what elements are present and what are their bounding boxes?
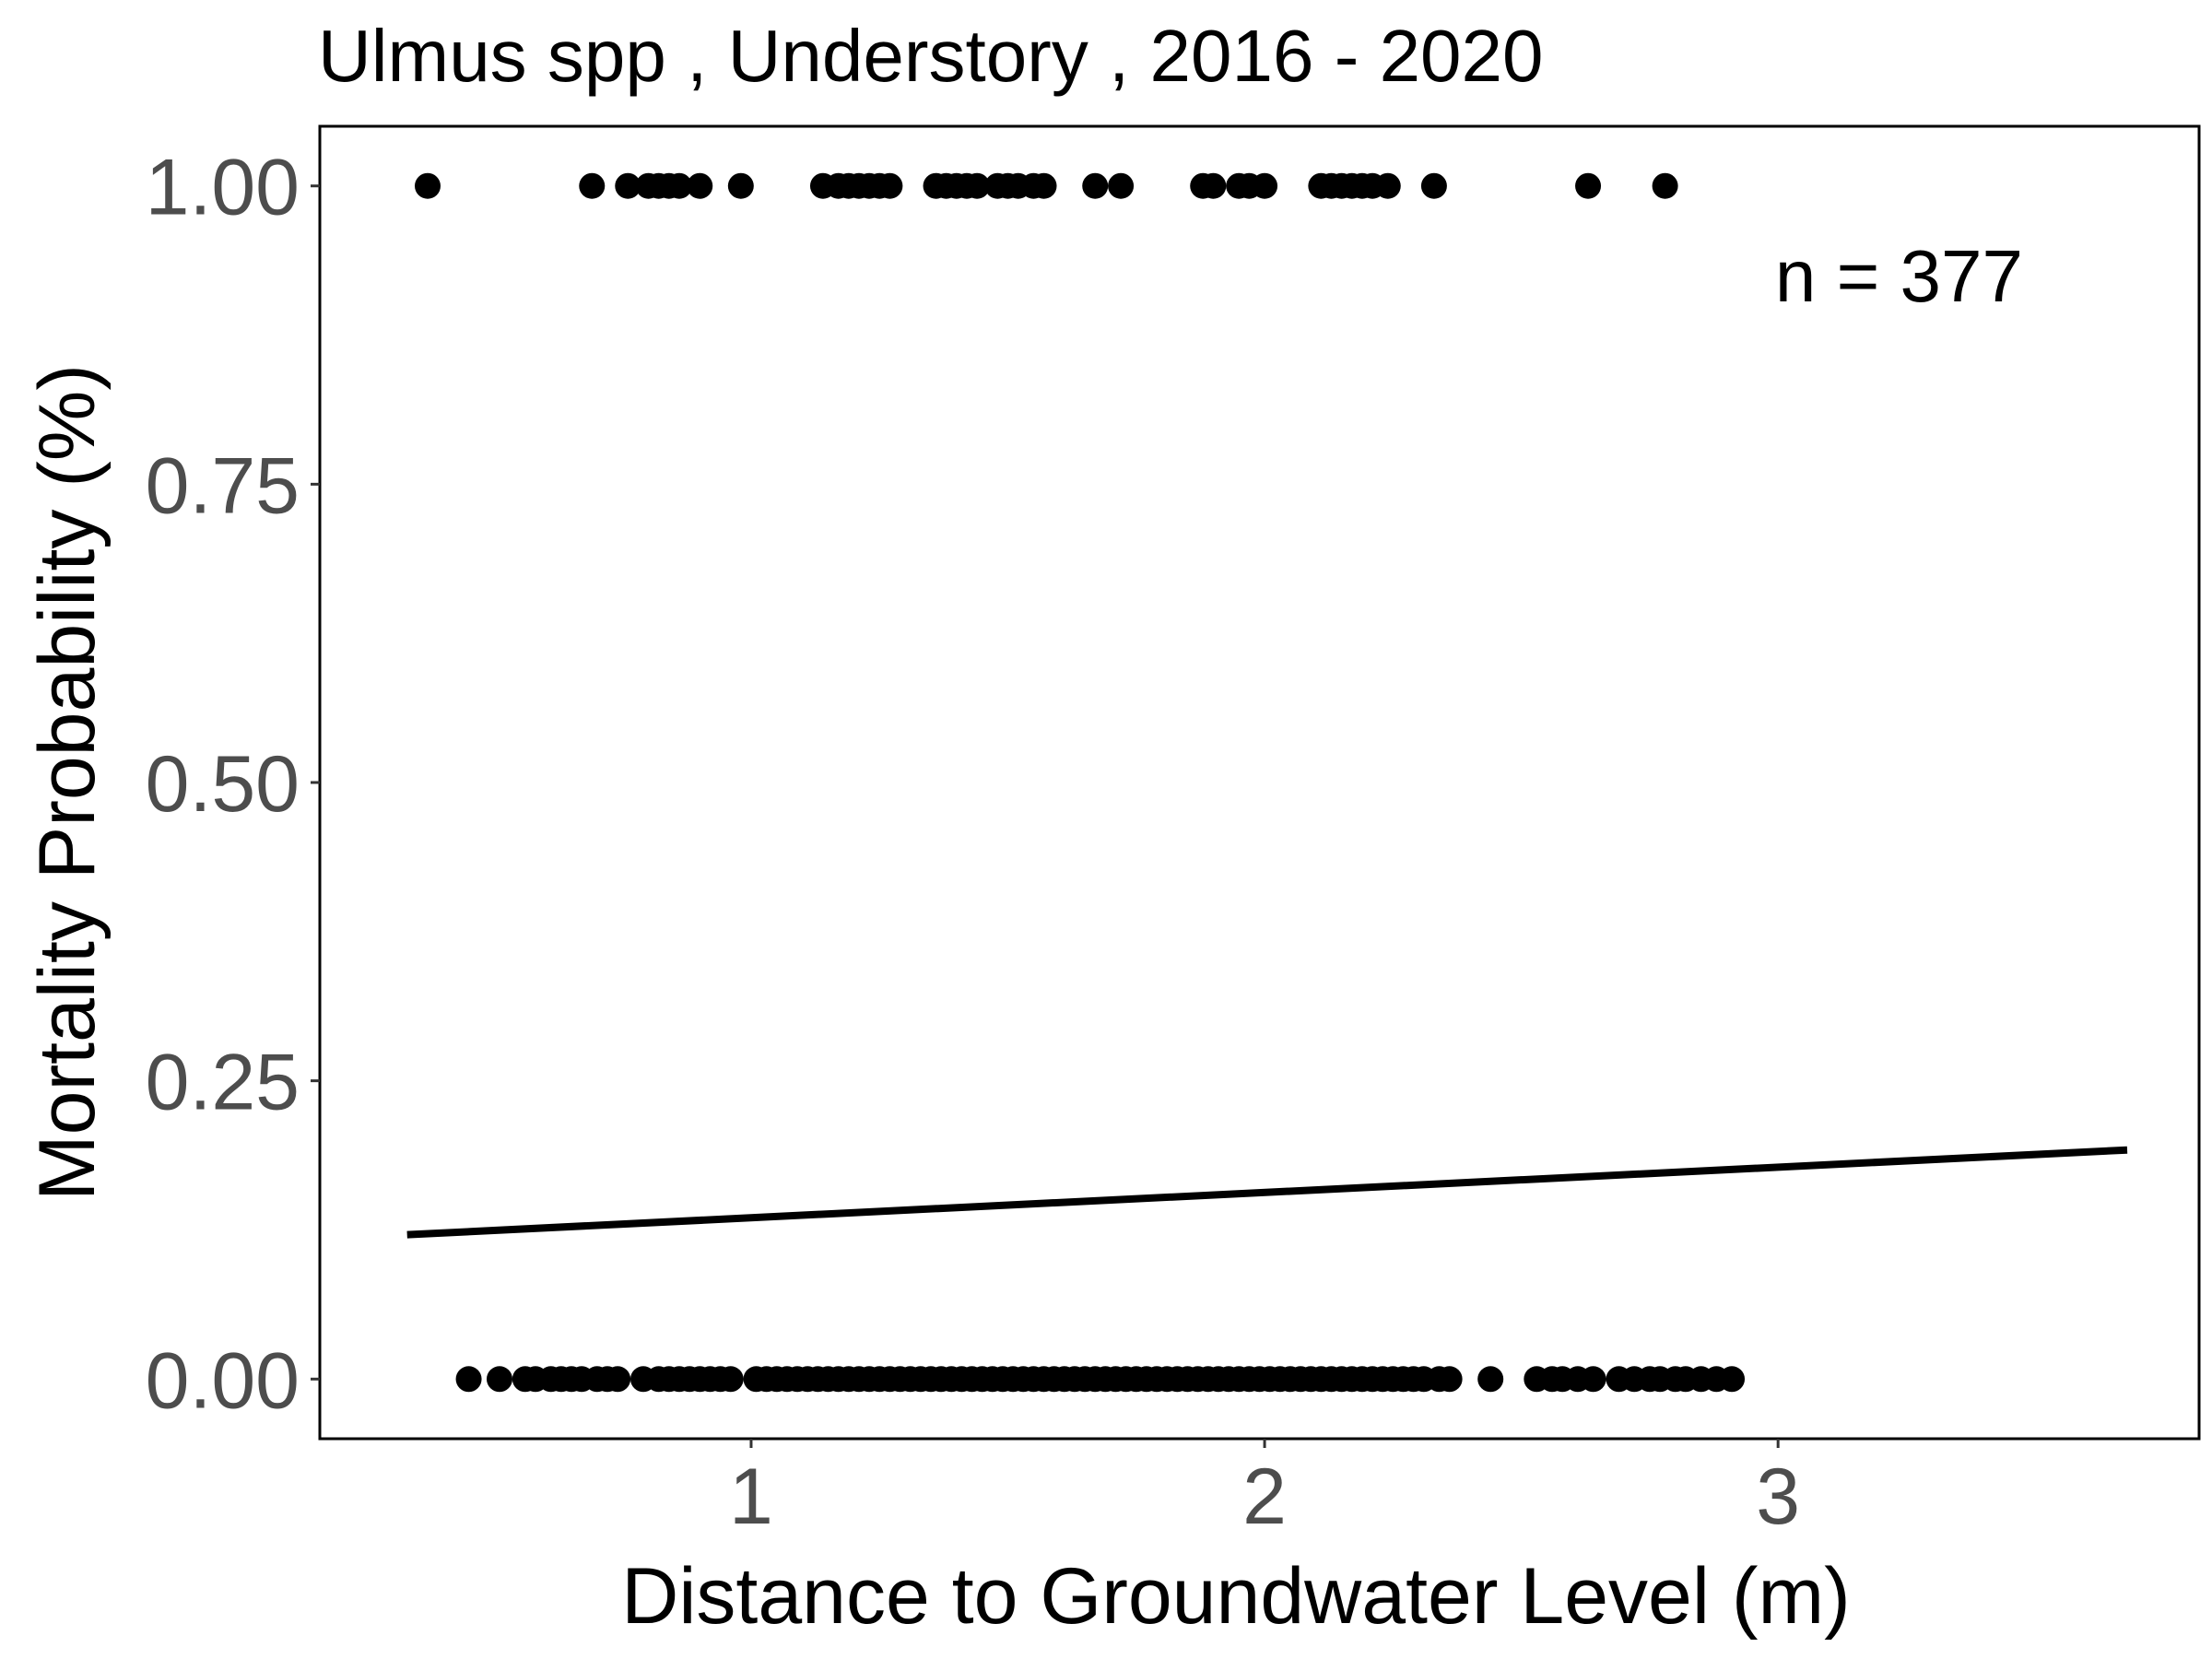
data-point xyxy=(1108,172,1135,199)
data-point xyxy=(717,1366,744,1393)
data-point xyxy=(1575,172,1602,199)
x-axis-title: Distance to Groundwater Level (m) xyxy=(621,1552,1851,1641)
y-axis-title: Mortality Probability (%) xyxy=(23,364,112,1201)
data-point xyxy=(1477,1366,1504,1393)
data-point xyxy=(1420,172,1447,199)
y-axis: 0.00 0.25 0.50 0.75 1.00 xyxy=(146,144,320,1425)
data-point xyxy=(414,172,441,199)
data-point xyxy=(687,172,713,199)
data-point xyxy=(1719,1366,1746,1393)
x-tick-label: 3 xyxy=(1756,1453,1800,1541)
plot-frame xyxy=(318,124,2201,1441)
data-point xyxy=(455,1366,482,1393)
chart-title: Ulmus spp , Understory , 2016 - 2020 xyxy=(318,15,1544,97)
data-point xyxy=(1252,172,1278,199)
fit-line-group xyxy=(406,1146,2128,1239)
y-tick-label: 0.00 xyxy=(146,1336,300,1425)
data-point xyxy=(964,172,991,199)
data-point xyxy=(1436,1366,1463,1393)
x-tick-label: 2 xyxy=(1242,1453,1287,1541)
fit-line xyxy=(406,1146,2128,1239)
data-point xyxy=(727,172,754,199)
y-tick-label: 0.25 xyxy=(146,1039,300,1127)
data-point xyxy=(615,172,641,199)
data-point xyxy=(605,1366,631,1393)
data-point xyxy=(1580,1366,1606,1393)
sample-size-annotation: n = 377 xyxy=(1775,235,2023,317)
y-tick-label: 0.75 xyxy=(146,441,300,530)
data-point xyxy=(1200,172,1227,199)
y-tick-label: 0.50 xyxy=(146,740,300,829)
x-axis: 1 2 3 xyxy=(729,1439,1800,1541)
data-point xyxy=(877,172,903,199)
data-point xyxy=(1374,172,1401,199)
data-point xyxy=(579,172,606,199)
data-point xyxy=(1030,172,1057,199)
y-tick-label: 1.00 xyxy=(146,144,300,232)
scatter-points xyxy=(414,172,1746,1393)
x-tick-label: 1 xyxy=(729,1453,773,1541)
data-point xyxy=(665,172,692,199)
data-point xyxy=(1082,172,1109,199)
data-point xyxy=(1652,172,1678,199)
data-point xyxy=(486,1366,512,1393)
